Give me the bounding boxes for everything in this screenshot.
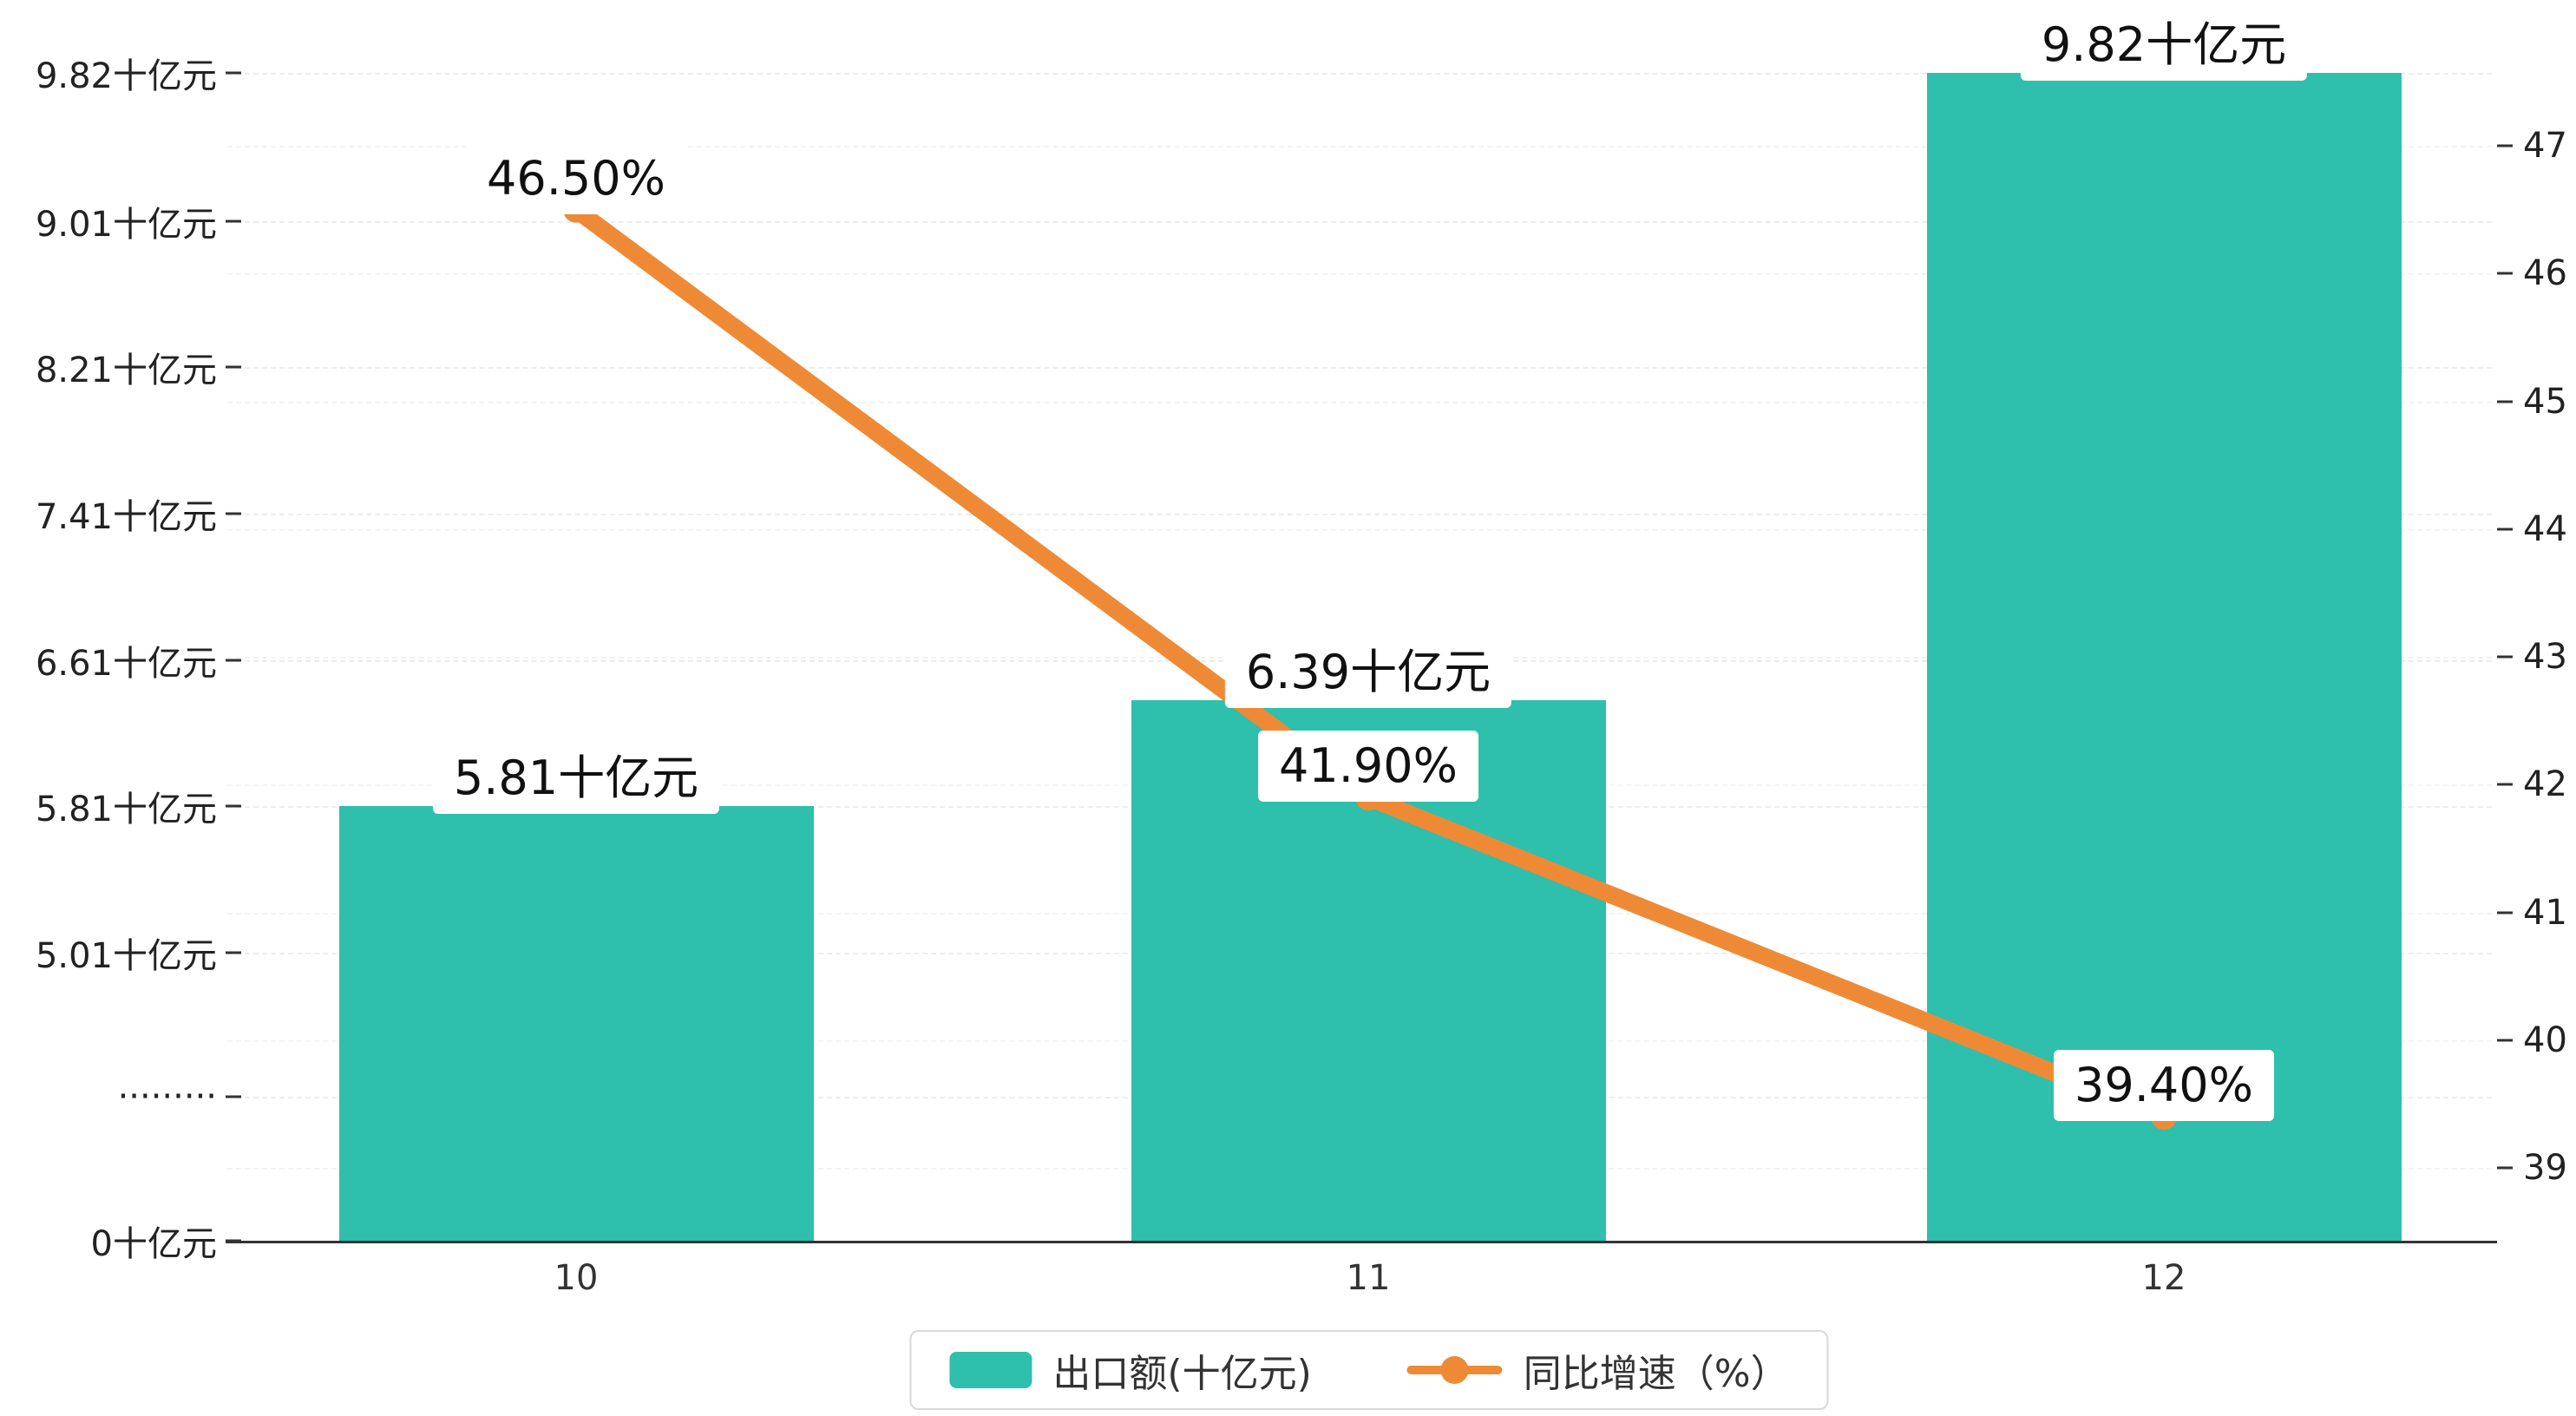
y-axis-left-tick-mark [226,220,241,223]
line-value-label: 41.90% [1258,730,1478,803]
bar-value-label: 9.82十亿元 [2020,9,2308,82]
y-axis-right-tick-mark [2497,1166,2513,1170]
y-axis-left-tick-mark [226,804,241,808]
y-axis-left-tick-label: 6.61十亿元 [35,643,217,684]
y-axis-right-tick-label: 47 [2523,126,2567,166]
y-axis-right-tick-label: 41 [2523,892,2567,933]
y-axis-right-tick-mark [2497,144,2513,148]
bar-value-label: 5.81十亿元 [432,743,720,815]
gridline [227,73,2492,75]
bar-series-swatch [949,1352,1032,1388]
y-axis-right-tick-label: 44 [2523,508,2567,549]
gridline [227,401,2492,403]
line-series-swatch [1406,1351,1503,1389]
line-value-label: 46.50% [466,142,686,214]
y-axis-left-tick-mark [226,1239,241,1242]
gridline [227,273,2492,276]
y-axis-left-tick-mark [226,659,241,662]
y-axis-left-tick-label: 9.82十亿元 [35,56,217,96]
x-axis-tick-label: 10 [554,1258,599,1298]
y-axis-right-tick-mark [2497,272,2513,275]
line-swatch-dot-icon [1440,1356,1469,1384]
legend: 出口额(十亿元) 同比增速（%） [909,1330,1829,1410]
gridline [227,367,2492,370]
y-axis-left-tick-label: ········· [117,1077,217,1117]
gridline [227,146,2492,148]
y-axis-right-tick-mark [2497,911,2513,914]
x-axis-tick-label: 11 [1346,1258,1391,1298]
legend-item-export-bar[interactable]: 出口额(十亿元) [949,1342,1312,1398]
y-axis-left-tick-label: 5.01十亿元 [35,936,217,976]
legend-label-line: 同比增速（%） [1523,1352,1789,1396]
y-axis-right-tick-label: 46 [2523,253,2567,294]
y-axis-left-tick-label: 9.01十亿元 [35,204,217,245]
y-axis-left-tick-label: 5.81十亿元 [35,790,217,830]
x-axis-line [226,1241,2497,1243]
gridline [227,514,2492,516]
y-axis-right-tick-label: 40 [2523,1019,2567,1060]
bar [338,806,814,1241]
y-axis-right-tick-label: 45 [2523,381,2567,422]
y-axis-left-tick-mark [226,71,241,75]
y-axis-left-tick-mark [226,365,241,369]
y-axis-left-tick-label: 0十亿元 [90,1224,217,1264]
y-axis-right-tick-mark [2497,1039,2513,1042]
bar-value-label: 6.39十亿元 [1224,637,1512,709]
gridline [227,220,2492,223]
y-axis-left-tick-mark [226,1095,241,1098]
y-axis-left-tick-mark [226,951,241,954]
y-axis-right-tick-label: 42 [2523,764,2567,805]
y-axis-left-tick-label: 8.21十亿元 [35,351,217,391]
y-axis-right-tick-label: 43 [2523,637,2567,677]
y-axis-right-tick-mark [2497,528,2513,531]
y-axis-right-tick-label: 39 [2523,1148,2567,1188]
y-axis-right-tick-mark [2497,655,2513,659]
y-axis-right-tick-mark [2497,783,2513,786]
gridline [227,528,2492,531]
y-axis-left-tick-label: 7.41十亿元 [35,497,217,538]
y-axis-left-tick-mark [226,512,241,515]
y-axis-right-tick-mark [2497,400,2513,403]
legend-item-growth-line[interactable]: 同比增速（%） [1406,1342,1789,1398]
x-axis-tick-label: 12 [2141,1258,2186,1298]
line-value-label: 39.40% [2054,1050,2274,1122]
legend-label-bar: 出口额(十亿元) [1052,1352,1312,1396]
